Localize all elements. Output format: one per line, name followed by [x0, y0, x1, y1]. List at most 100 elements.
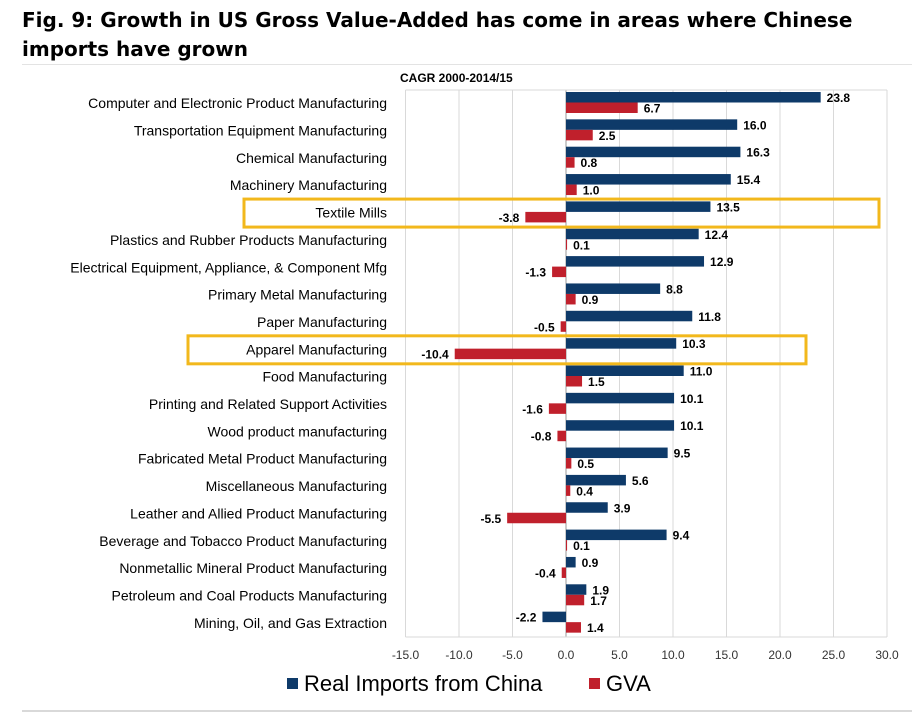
bar-imports: [566, 474, 626, 486]
x-tick-label: 20.0: [768, 648, 792, 662]
data-label-gva: -3.8: [499, 211, 520, 225]
data-label-gva: -0.8: [531, 430, 552, 444]
x-tick-label: 15.0: [715, 648, 739, 662]
data-label-gva: 2.5: [599, 129, 616, 143]
data-label-imports: 12.9: [710, 255, 734, 269]
data-label-gva: -1.6: [522, 402, 543, 416]
category-labels: Computer and Electronic Product Manufact…: [70, 95, 387, 631]
data-label-imports: 16.0: [743, 118, 767, 132]
category-label: Printing and Related Support Activities: [149, 396, 387, 412]
category-label: Apparel Manufacturing: [246, 341, 387, 357]
data-label-gva: 1.4: [587, 621, 604, 635]
bar-imports: [566, 256, 705, 267]
category-label: Wood product manufacturing: [207, 423, 387, 439]
category-label: Miscellaneous Manufacturing: [206, 478, 387, 494]
bar-imports: [566, 92, 821, 103]
highlight-box: [242, 197, 881, 229]
bar-gva: [561, 567, 566, 578]
bar-imports: [566, 365, 684, 376]
bar-gva: [552, 266, 566, 278]
legend: Real Imports from China GVA: [287, 671, 651, 696]
data-label-gva: 0.5: [577, 457, 594, 471]
category-label: Computer and Electronic Product Manufact…: [88, 95, 387, 111]
data-label-imports: 13.5: [716, 200, 740, 214]
value-labels: 23.8 6.7 16.0 2.5 16.3 0.8 15.4 1.0 13.5 -3.8 12.4…: [421, 91, 850, 635]
x-tick-label: -15.0: [392, 648, 420, 662]
bar-imports: [566, 338, 677, 349]
bar-imports: [566, 283, 661, 294]
highlight-boxes: [186, 197, 881, 366]
x-tick-label: -10.0: [445, 648, 473, 662]
bar-imports: [542, 611, 566, 623]
data-label-imports: 1.9: [592, 583, 609, 597]
legend-swatch-imports: [287, 678, 298, 689]
figure-title: Fig. 9: Growth in US Gross Value-Added h…: [22, 8, 853, 61]
bar-imports: [566, 310, 693, 322]
data-label-imports: 23.8: [827, 91, 851, 105]
bar-gva: [566, 622, 581, 633]
bar-gva: [557, 430, 566, 442]
bar-imports: [566, 556, 576, 568]
x-tick-label: 5.0: [611, 648, 628, 662]
bar-imports: [566, 584, 587, 595]
data-label-gva: -5.5: [480, 512, 501, 526]
x-tick-label: 0.0: [558, 648, 575, 662]
bar-gva: [525, 211, 566, 223]
data-label-imports: 8.8: [666, 282, 683, 296]
data-label-gva: 0.8: [581, 156, 598, 170]
bar-gva: [566, 239, 568, 250]
data-label-imports: 16.3: [746, 146, 770, 160]
bar-imports: [566, 228, 699, 240]
bar-gva: [566, 157, 575, 168]
bar-imports: [566, 392, 675, 404]
data-label-gva: -10.4: [421, 348, 449, 362]
category-label: Leather and Allied Product Manufacturing: [130, 505, 387, 521]
bar-gva: [566, 184, 577, 196]
bar-imports: [566, 146, 741, 158]
category-label: Primary Metal Manufacturing: [208, 287, 387, 303]
bar-gva: [566, 594, 585, 606]
category-label: Plastics and Rubber Products Manufacturi…: [110, 232, 387, 248]
data-label-imports: 5.6: [632, 474, 649, 488]
data-label-imports: 11.8: [698, 310, 721, 324]
legend-label-imports: Real Imports from China: [304, 671, 543, 696]
data-label-imports: 10.1: [680, 419, 704, 433]
data-label-imports: 15.4: [737, 173, 761, 187]
data-label-imports: 3.9: [614, 501, 631, 515]
x-axis-ticks: -15.0 -10.0 -5.0 0.0 5.0 10.0 15.0 20.0 25.0 30.0: [392, 648, 899, 662]
category-label: Paper Manufacturing: [257, 314, 387, 330]
data-label-gva: -0.5: [534, 320, 555, 334]
bar-gva: [566, 458, 572, 469]
data-label-gva: 0.4: [576, 484, 593, 498]
data-label-gva: 1.5: [588, 375, 605, 389]
data-label-imports: 10.1: [680, 392, 704, 406]
bar-gva: [566, 102, 638, 113]
bar-imports: [566, 447, 668, 459]
bar-gva: [548, 403, 566, 414]
x-tick-label: -5.0: [502, 648, 523, 662]
data-label-gva: 0.9: [582, 293, 599, 307]
chart-panel: CAGR 2000-2014/15 23.8 6.7 16.0 2.5 16.3 0.8 1…: [22, 64, 912, 712]
data-label-gva: 0.1: [573, 238, 590, 252]
category-label: Beverage and Tobacco Product Manufacturi…: [99, 533, 387, 549]
category-label: Nonmetallic Mineral Product Manufacturin…: [119, 560, 387, 576]
category-label: Petroleum and Coal Products Manufacturin…: [112, 587, 387, 603]
legend-swatch-gva: [589, 678, 600, 689]
data-label-gva: 6.7: [644, 102, 661, 116]
category-label: Electrical Equipment, Appliance, & Compo…: [70, 259, 387, 275]
bar-imports: [566, 420, 675, 431]
category-label: Machinery Manufacturing: [230, 177, 387, 193]
bar-imports: [566, 201, 711, 212]
data-label-imports: 9.4: [673, 529, 690, 543]
data-label-imports: 0.9: [582, 556, 599, 570]
bar-imports: [566, 174, 731, 185]
category-label: Transportation Equipment Manufacturing: [134, 123, 387, 139]
bar-imports: [566, 119, 738, 130]
chart: CAGR 2000-2014/15 23.8 6.7 16.0 2.5 16.3 0.8 1…: [70, 71, 899, 696]
highlight-box: [186, 334, 808, 366]
data-label-gva: 0.1: [573, 539, 590, 553]
data-label-imports: 9.5: [674, 447, 691, 461]
category-label: Fabricated Metal Product Manufacturing: [138, 451, 387, 467]
bar-gva: [560, 321, 566, 332]
bar-gva: [566, 376, 583, 387]
